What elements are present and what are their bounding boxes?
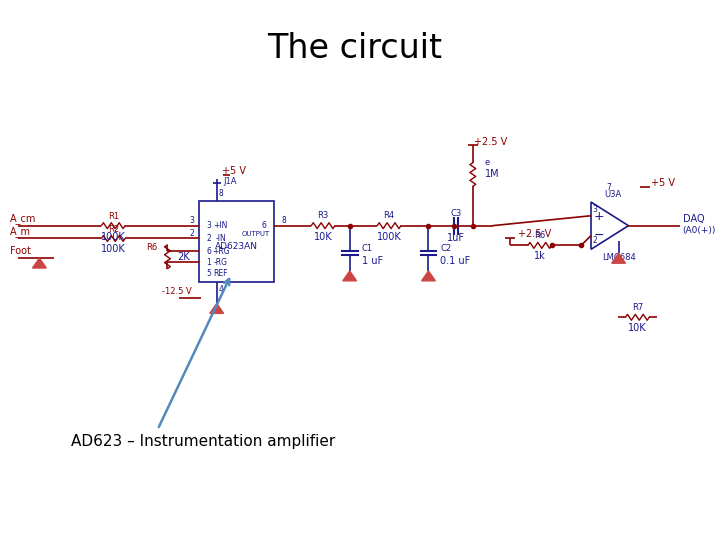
Text: +5 V: +5 V — [651, 178, 675, 188]
Text: (A0(+)): (A0(+)) — [683, 226, 716, 235]
Text: -IN: -IN — [215, 234, 226, 243]
Text: C2: C2 — [441, 244, 451, 253]
Text: 1: 1 — [207, 258, 211, 267]
Text: R7: R7 — [631, 303, 643, 312]
Text: R6: R6 — [146, 243, 158, 252]
Text: C1: C1 — [361, 244, 373, 253]
Text: 100K: 100K — [377, 232, 402, 241]
Text: 2: 2 — [207, 234, 211, 243]
Text: 3: 3 — [189, 216, 194, 225]
Text: 100K: 100K — [101, 244, 126, 254]
Bar — [199, 201, 274, 282]
Text: AD623 – Instrumentation amplifier: AD623 – Instrumentation amplifier — [71, 434, 336, 449]
Text: 2: 2 — [593, 236, 598, 245]
Text: 6: 6 — [261, 221, 266, 230]
Text: 1uF: 1uF — [447, 233, 465, 244]
Text: C3: C3 — [451, 210, 462, 218]
Text: -RG: -RG — [214, 258, 228, 267]
Text: +RG: +RG — [212, 247, 230, 256]
Text: 2: 2 — [189, 229, 194, 238]
Text: OUTPUT: OUTPUT — [242, 231, 270, 237]
Text: 5: 5 — [207, 269, 211, 279]
Text: Foot: Foot — [10, 246, 31, 256]
Text: R2: R2 — [108, 225, 119, 234]
Text: LMC684: LMC684 — [602, 253, 636, 262]
Polygon shape — [32, 258, 46, 268]
Text: 1k: 1k — [534, 251, 546, 261]
Text: 2K: 2K — [177, 252, 190, 262]
Text: +IN: +IN — [213, 221, 228, 230]
Text: 7: 7 — [606, 183, 611, 192]
Text: DAQ: DAQ — [683, 214, 704, 224]
Text: 10K: 10K — [314, 232, 333, 241]
Text: 3: 3 — [593, 205, 598, 214]
Text: +2.5 V: +2.5 V — [518, 228, 552, 239]
Text: 8: 8 — [282, 216, 286, 225]
Text: R6: R6 — [534, 231, 546, 240]
Text: -12.5 V: -12.5 V — [162, 287, 192, 296]
Polygon shape — [422, 271, 436, 281]
Polygon shape — [343, 271, 356, 281]
Text: 8: 8 — [219, 188, 223, 198]
Text: A_m: A_m — [10, 226, 31, 237]
Text: AD623AN: AD623AN — [215, 242, 258, 251]
Text: 10K: 10K — [628, 323, 647, 333]
Text: R3: R3 — [318, 211, 329, 220]
Text: 6: 6 — [207, 247, 211, 256]
Text: U3A: U3A — [604, 190, 621, 199]
Text: J1A: J1A — [224, 177, 238, 186]
Text: R4: R4 — [384, 211, 395, 220]
Text: +2.5 V: +2.5 V — [474, 137, 507, 147]
Text: A_cm: A_cm — [10, 213, 36, 224]
Text: +5 V: +5 V — [222, 166, 246, 177]
Text: +: + — [593, 210, 604, 222]
Text: 1M: 1M — [485, 170, 499, 179]
Text: The circuit: The circuit — [267, 32, 442, 65]
Text: R1: R1 — [108, 212, 119, 221]
Text: 3: 3 — [207, 221, 211, 230]
Text: REF: REF — [213, 269, 228, 279]
Text: 0.1 uF: 0.1 uF — [441, 256, 471, 266]
Polygon shape — [210, 303, 224, 313]
Text: 1 uF: 1 uF — [361, 256, 382, 266]
Text: 100K: 100K — [101, 232, 126, 241]
Text: e: e — [485, 158, 490, 167]
Polygon shape — [612, 253, 626, 263]
Text: 4: 4 — [219, 285, 223, 294]
Text: −: − — [594, 228, 604, 241]
